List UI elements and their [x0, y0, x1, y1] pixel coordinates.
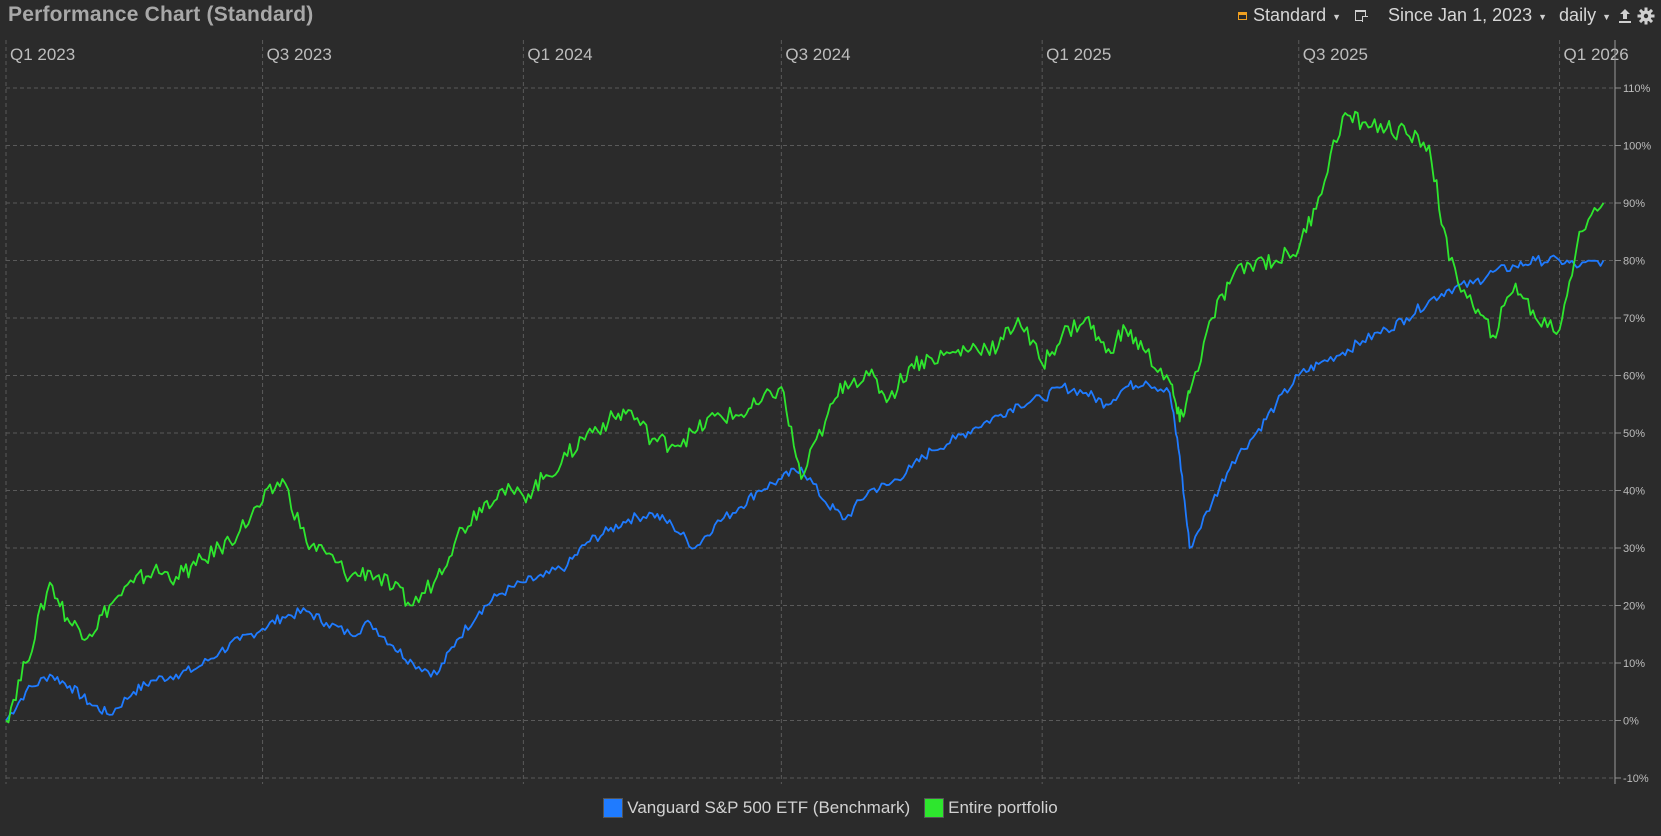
y-tick-label: 80% [1623, 256, 1645, 268]
settings-button[interactable] [1637, 7, 1655, 25]
y-tick-label: 110% [1623, 83, 1651, 95]
interval-selector[interactable]: daily ▼ [1559, 5, 1611, 26]
series-line-portfolio [5, 110, 1605, 724]
legend-label-benchmark: Vanguard S&P 500 ETF (Benchmark) [627, 798, 911, 817]
gear-icon [1637, 7, 1655, 24]
legend-item-benchmark[interactable]: Vanguard S&P 500 ETF (Benchmark) [603, 798, 910, 818]
chart-view-icon [1238, 11, 1248, 20]
chevron-down-icon: ▼ [1538, 11, 1548, 22]
y-tick-label: 0% [1623, 716, 1639, 728]
window-button[interactable] [1349, 10, 1369, 22]
export-icon [1619, 8, 1631, 23]
y-tick-label: 60% [1623, 371, 1645, 383]
chevron-down-icon: ▼ [1332, 11, 1342, 22]
y-tick-label: 70% [1623, 313, 1645, 325]
legend-swatch-benchmark [603, 798, 624, 818]
export-button[interactable] [1617, 7, 1633, 25]
chart-area[interactable]: 110% 100% 90% 80% 70% 60% 50% 40% 30% 20% 10% 0% -10… [0, 36, 1661, 796]
view-selector-label: Standard [1253, 5, 1327, 25]
y-tick-label: 20% [1623, 601, 1645, 613]
y-tick-label: 50% [1623, 428, 1645, 440]
period-selector-label: Since Jan 1, 2023 [1388, 5, 1533, 25]
chevron-down-icon: ▼ [1602, 11, 1611, 22]
window-icon [1355, 10, 1369, 22]
y-tick-label: 40% [1623, 486, 1645, 498]
x-tick-label: Q1 2023 [10, 45, 75, 64]
series-line-benchmark [5, 254, 1605, 722]
x-tick-label: Q3 2023 [267, 45, 332, 64]
y-tick-label: 90% [1623, 198, 1645, 210]
page-title: Performance Chart (Standard) [8, 3, 314, 26]
legend-label-portfolio: Entire portfolio [948, 798, 1058, 817]
y-tick-label: 10% [1623, 658, 1645, 670]
performance-chart[interactable]: 110% 100% 90% 80% 70% 60% 50% 40% 30% 20% 10% 0% -10… [0, 36, 1661, 796]
chart-legend: Vanguard S&P 500 ETF (Benchmark) Entire … [0, 798, 1661, 818]
x-tick-label: Q3 2024 [785, 45, 850, 64]
legend-swatch-portfolio [924, 798, 945, 818]
y-tick-label: -10% [1623, 773, 1649, 785]
interval-selector-label: daily [1559, 5, 1597, 25]
x-tick-label: Q1 2025 [1046, 45, 1111, 64]
x-tick-label: Q1 2024 [527, 45, 592, 64]
chart-toolbar: Standard ▼ Since Jan 1, 2023 ▼ daily ▼ [1238, 5, 1655, 26]
y-tick-label: 100% [1623, 141, 1651, 153]
view-selector[interactable]: Standard ▼ [1238, 5, 1341, 26]
legend-item-portfolio[interactable]: Entire portfolio [924, 798, 1058, 818]
title-bar: Performance Chart (Standard) Standard ▼ … [0, 0, 1661, 30]
y-tick-label: 30% [1623, 543, 1645, 555]
x-tick-label: Q1 2026 [1564, 45, 1629, 64]
x-tick-label: Q3 2025 [1303, 45, 1368, 64]
period-selector[interactable]: Since Jan 1, 2023 ▼ [1388, 5, 1547, 26]
